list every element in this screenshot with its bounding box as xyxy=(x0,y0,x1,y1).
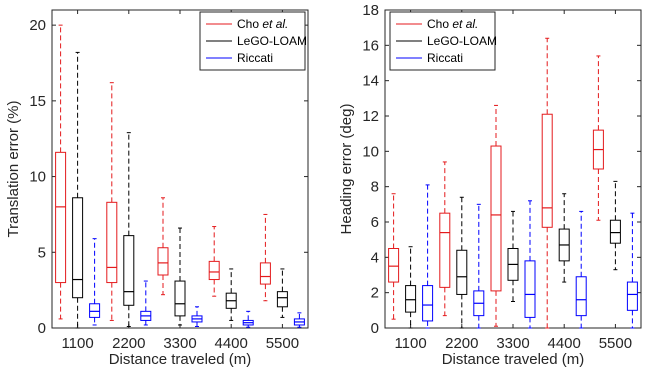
legend-entry: Cho et al. xyxy=(237,17,288,31)
box-riccati-2200 xyxy=(140,280,152,326)
box-iqr xyxy=(405,285,417,313)
box-choetal-2200 xyxy=(439,161,451,317)
box-riccati-4400 xyxy=(575,210,587,329)
legend-entry: LeGO-LOAM xyxy=(427,34,497,48)
box-iqr xyxy=(626,281,638,311)
box-iqr xyxy=(541,113,553,228)
y-tick-label: 2 xyxy=(371,285,379,302)
y-tick-label: 0 xyxy=(38,320,46,337)
box-iqr xyxy=(157,247,169,276)
box-iqr xyxy=(72,197,84,299)
x-tick-label: 4400 xyxy=(548,335,581,352)
y-tick-label: 10 xyxy=(29,169,46,186)
box-iqr xyxy=(174,280,186,317)
box-riccati-5500 xyxy=(293,312,305,328)
x-tick-label: 1100 xyxy=(394,335,426,352)
box-legoloam-3300 xyxy=(174,227,186,326)
legend: Cho et al. LeGO-LOAM Riccati xyxy=(389,11,497,71)
y-tick-label: 4 xyxy=(371,249,379,266)
y-tick-label: 15 xyxy=(29,93,46,110)
box-iqr xyxy=(422,285,434,322)
box-legoloam-2200 xyxy=(123,132,135,327)
box-legoloam-5500 xyxy=(609,180,621,271)
box-riccati-2200 xyxy=(473,203,485,329)
legend-entry: Cho et al. xyxy=(427,17,478,31)
y-tick-label: 8 xyxy=(371,179,379,196)
box-choetal-3300 xyxy=(157,197,169,296)
x-tick-label: 3300 xyxy=(496,335,529,352)
x-tick-label: 5500 xyxy=(266,335,299,352)
box-choetal-2200 xyxy=(106,82,118,321)
y-tick-label: 20 xyxy=(29,17,46,34)
box-legoloam-1100 xyxy=(405,246,417,329)
y-tick-label: 18 xyxy=(362,2,379,19)
box-iqr xyxy=(89,303,101,318)
box-iqr xyxy=(123,235,135,306)
box-legoloam-1100 xyxy=(72,51,84,329)
x-tick-label: 3300 xyxy=(163,335,196,352)
y-tick-label: 10 xyxy=(362,143,379,160)
box-iqr xyxy=(439,212,451,288)
box-iqr xyxy=(388,248,400,283)
box-choetal-5500 xyxy=(259,213,271,302)
y-tick-label: 14 xyxy=(362,73,379,90)
heading-error-chart: 0 2 4 6 8 10 12 14 16 18 1100 2200 3300 4400 5500 Dista… xyxy=(338,2,642,368)
box-riccati-4400 xyxy=(242,310,254,328)
x-tick-label: 5500 xyxy=(599,335,632,352)
box-legoloam-2200 xyxy=(456,196,468,329)
box-choetal-4400 xyxy=(541,37,553,329)
box-iqr xyxy=(456,249,468,295)
box-iqr xyxy=(276,291,288,308)
box-iqr xyxy=(609,219,621,244)
box-riccati-5500 xyxy=(626,212,638,329)
box-iqr xyxy=(490,145,502,292)
box-riccati-3300 xyxy=(524,200,536,329)
x-axis-label: Distance traveled (m) xyxy=(109,351,252,368)
box-choetal-4400 xyxy=(208,226,220,297)
y-tick-label: 5 xyxy=(38,244,46,261)
box-iqr xyxy=(259,262,271,285)
x-tick-label: 2200 xyxy=(112,335,145,352)
x-axis-label: Distance traveled (m) xyxy=(442,351,585,368)
y-tick-label: 6 xyxy=(371,214,379,231)
legend-entry: Riccati xyxy=(427,51,463,65)
box-iqr xyxy=(55,151,67,284)
box-iqr xyxy=(208,260,220,281)
box-riccati-1100 xyxy=(89,238,101,326)
box-iqr xyxy=(106,201,118,284)
translation-error-chart: 0 5 10 15 20 1100 2200 3300 4400 5500 Distance tra… xyxy=(5,9,309,368)
box-legoloam-4400 xyxy=(225,268,237,321)
y-tick-label: 16 xyxy=(362,37,379,54)
y-axis-label: Translation error (%) xyxy=(5,101,22,238)
box-riccati-3300 xyxy=(191,306,203,327)
y-tick-label: 12 xyxy=(362,108,379,125)
y-tick-label: 0 xyxy=(371,320,379,337)
box-choetal-3300 xyxy=(490,104,502,327)
x-tick-label: 2200 xyxy=(445,335,478,352)
legend: Cho et al. LeGO-LOAM Riccati xyxy=(199,11,307,71)
box-iqr xyxy=(575,276,587,317)
box-legoloam-4400 xyxy=(558,193,570,283)
y-axis-label: Heading error (deg) xyxy=(338,104,355,235)
box-choetal-1100 xyxy=(55,24,67,320)
box-legoloam-5500 xyxy=(276,268,288,318)
x-tick-label: 1100 xyxy=(61,335,93,352)
box-legoloam-3300 xyxy=(507,210,519,302)
legend-entry: Riccati xyxy=(237,51,273,65)
box-riccati-1100 xyxy=(422,184,434,329)
box-iqr xyxy=(524,260,536,318)
box-choetal-1100 xyxy=(388,193,400,320)
box-choetal-5500 xyxy=(592,55,604,221)
x-tick-label: 4400 xyxy=(215,335,248,352)
legend-entry: LeGO-LOAM xyxy=(237,34,307,48)
